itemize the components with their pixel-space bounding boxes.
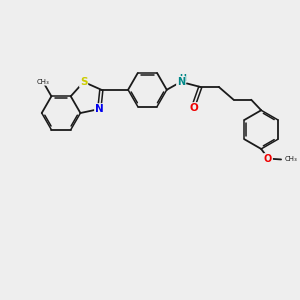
Text: O: O (189, 103, 198, 113)
Text: S: S (80, 77, 87, 87)
Text: N: N (95, 104, 104, 114)
Text: CH₃: CH₃ (285, 157, 298, 163)
Text: O: O (264, 154, 272, 164)
Text: N: N (177, 77, 185, 87)
Text: CH₃: CH₃ (37, 79, 50, 85)
Text: H: H (179, 74, 186, 83)
